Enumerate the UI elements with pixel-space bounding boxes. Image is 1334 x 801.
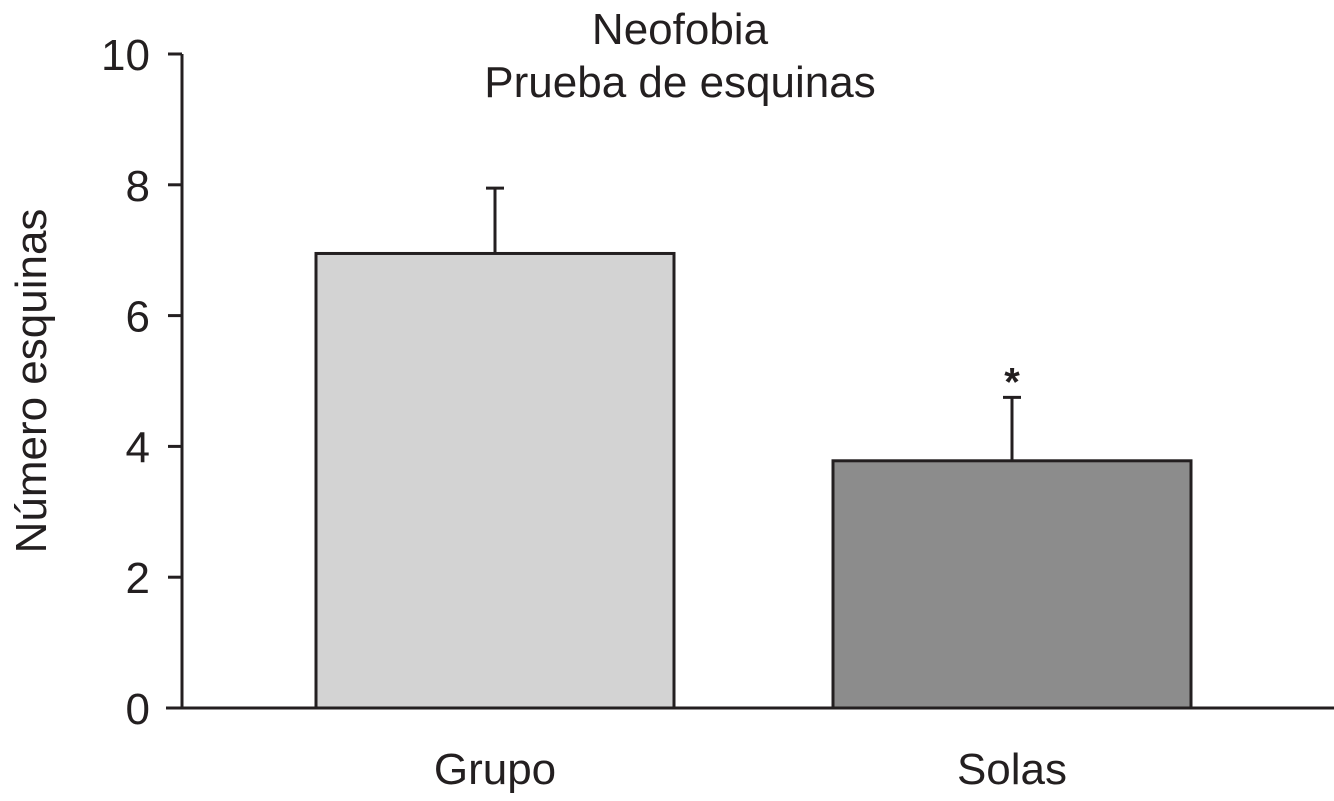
y-tick-label: 4 (126, 423, 150, 472)
chart-title: Neofobia (592, 5, 769, 54)
y-axis-label: Número esquinas (7, 209, 56, 554)
significance-marker: * (1004, 360, 1020, 404)
bars (314, 251, 1193, 710)
y-tick-label: 2 (126, 554, 150, 603)
chart-subtitle: Prueba de esquinas (484, 58, 875, 107)
y-tick-label: 8 (126, 162, 150, 211)
x-tick-label-solas: Solas (957, 745, 1067, 794)
y-tick-label: 6 (126, 293, 150, 342)
error-bars: * (486, 186, 1021, 461)
y-tick-label: 10 (101, 31, 150, 80)
x-tick-label-grupo: Grupo (434, 745, 556, 794)
y-tick-label: 0 (126, 685, 150, 734)
bar-solas (831, 459, 1193, 710)
y-axis-ticks: 0 2 4 6 8 10 (101, 31, 182, 734)
x-axis-labels: Grupo Solas (434, 745, 1067, 794)
bar-grupo (314, 251, 676, 710)
